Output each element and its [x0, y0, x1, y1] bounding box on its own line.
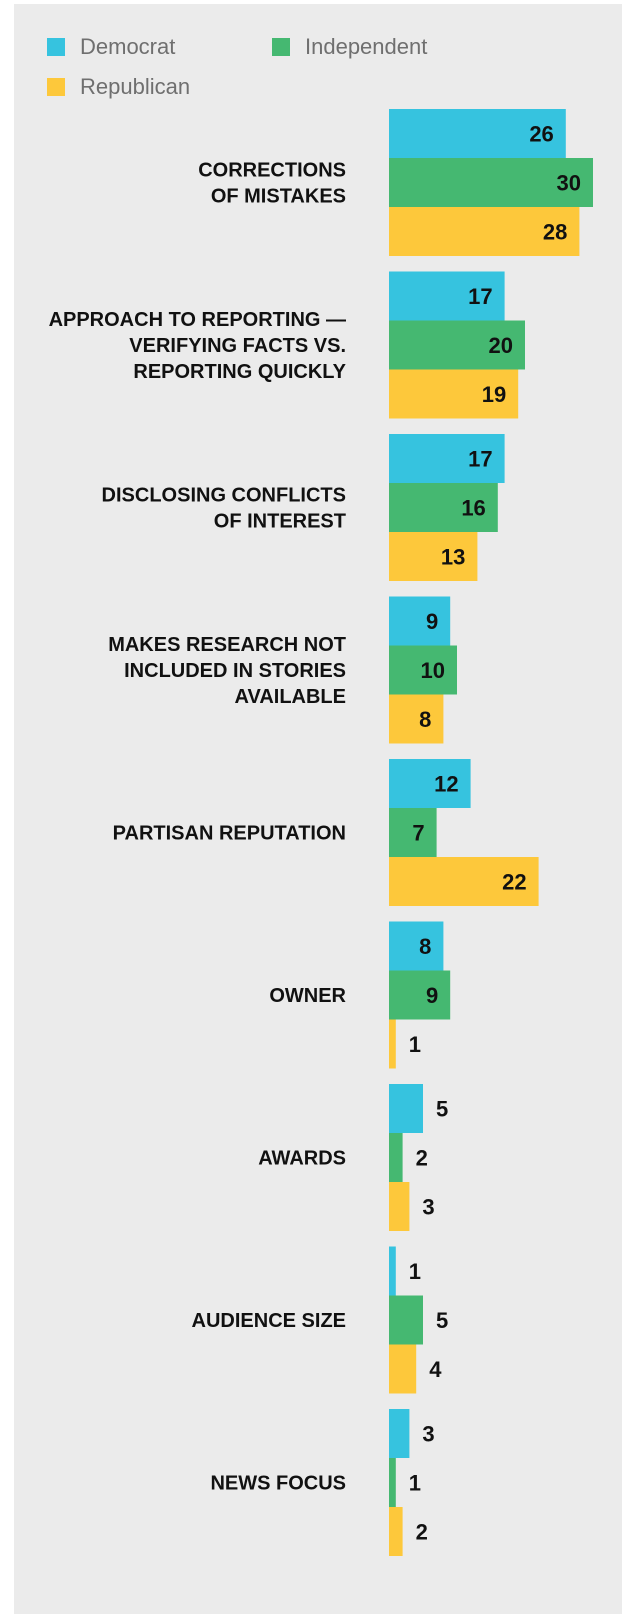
value-label-republican: 8: [419, 707, 431, 732]
bar-republican: [389, 532, 478, 581]
value-label-republican: 1: [409, 1032, 421, 1057]
category-label-line: OWNER: [269, 985, 346, 1007]
bar-republican: [389, 857, 539, 906]
bar-republican: [389, 1182, 410, 1231]
category-label-line: AUDIENCE SIZE: [192, 1310, 346, 1332]
category-label: NEWS FOCUS: [210, 1473, 346, 1495]
bar-independent: [389, 158, 593, 207]
bar-democrat: [389, 1084, 423, 1133]
value-label-independent: 5: [436, 1308, 448, 1333]
category-label-line: MAKES RESEARCH NOT: [108, 634, 346, 656]
category-label: CORRECTIONS OF MISTAKES: [198, 160, 346, 208]
value-label-republican: 3: [422, 1195, 434, 1220]
value-label-independent: 20: [489, 333, 513, 358]
bar-republican: [389, 207, 580, 256]
value-label-republican: 19: [482, 382, 506, 407]
category-label: AWARDS: [258, 1148, 346, 1170]
bar-democrat: [389, 1409, 410, 1458]
legend-swatch-democrat: [47, 38, 65, 56]
value-label-independent: 2: [416, 1146, 428, 1171]
value-label-democrat: 26: [529, 122, 553, 147]
category-label-line: AVAILABLE: [235, 686, 346, 708]
category-label: PARTISAN REPUTATION: [113, 823, 346, 845]
category-label: DISCLOSING CONFLICTS OF INTEREST: [102, 485, 346, 533]
value-label-independent: 1: [409, 1471, 421, 1496]
bar-democrat: [389, 434, 505, 483]
category-label-line: INCLUDED IN STORIES: [124, 660, 346, 682]
value-label-democrat: 5: [436, 1097, 448, 1122]
bar-republican: [389, 369, 519, 419]
value-label-republican: 13: [441, 545, 465, 570]
category-label: OWNER: [269, 985, 346, 1007]
bar-democrat: [389, 1246, 396, 1296]
bar-independent: [389, 483, 498, 532]
legend-swatch-independent: [272, 38, 290, 56]
category-label-line: OF MISTAKES: [211, 186, 346, 208]
value-label-democrat: 12: [434, 772, 458, 797]
value-label-democrat: 17: [468, 284, 492, 309]
category-label-line: AWARDS: [258, 1148, 346, 1170]
bar-democrat: [389, 921, 444, 971]
value-label-independent: 7: [412, 821, 424, 846]
category-label-line: APPROACH TO REPORTING —: [49, 309, 346, 331]
value-label-independent: 10: [421, 658, 445, 683]
value-label-independent: 30: [557, 171, 581, 196]
value-label-independent: 9: [426, 983, 438, 1008]
legend-item-independent: Independent: [272, 34, 427, 60]
bar-independent: [389, 320, 525, 370]
category-label-line: PARTISAN REPUTATION: [113, 823, 346, 845]
value-label-republican: 4: [429, 1357, 442, 1382]
category-label: MAKES RESEARCH NOT INCLUDED IN STORIES AVA…: [108, 634, 346, 708]
value-label-democrat: 1: [409, 1259, 421, 1284]
legend-label-independent: Independent: [305, 34, 428, 59]
category-label-line: OF INTEREST: [214, 511, 346, 533]
category-label-line: CORRECTIONS: [198, 160, 346, 182]
bar-independent: [389, 1458, 396, 1507]
legend-item-democrat: Democrat: [47, 34, 175, 60]
value-label-independent: 16: [461, 496, 485, 521]
bar-democrat: [389, 109, 566, 158]
value-label-democrat: 9: [426, 609, 438, 634]
bar-republican: [389, 1344, 417, 1394]
value-label-republican: 2: [416, 1520, 428, 1545]
bar-independent: [389, 645, 457, 695]
bar-republican: [389, 1507, 403, 1556]
bar-republican: [389, 694, 444, 744]
value-label-democrat: 8: [419, 934, 431, 959]
chart-panel: [14, 4, 622, 1614]
bar-independent: [389, 808, 437, 857]
bar-independent: [389, 970, 451, 1020]
bar-independent: [389, 1133, 403, 1182]
legend-swatch-republican: [47, 78, 65, 96]
value-label-democrat: 3: [422, 1422, 434, 1447]
category-label-line: VERIFYING FACTS VS.: [129, 335, 346, 357]
legend-label-democrat: Democrat: [80, 34, 176, 59]
value-label-republican: 22: [502, 870, 526, 895]
category-label: APPROACH TO REPORTING — VERIFYING FACTS V…: [49, 309, 347, 383]
bar-democrat: [389, 271, 505, 321]
category-label: AUDIENCE SIZE: [192, 1310, 346, 1332]
category-label-line: DISCLOSING CONFLICTS: [102, 485, 346, 507]
category-label-line: REPORTING QUICKLY: [133, 361, 346, 383]
bar-democrat: [389, 759, 471, 808]
value-label-democrat: 17: [468, 447, 492, 472]
legend-label-republican: Republican: [80, 74, 191, 99]
value-label-republican: 28: [543, 220, 567, 245]
bar-democrat: [389, 596, 451, 646]
category-label-line: NEWS FOCUS: [210, 1473, 346, 1495]
legend-item-republican: Republican: [47, 74, 190, 100]
bar-independent: [389, 1295, 423, 1345]
bar-republican: [389, 1019, 396, 1069]
